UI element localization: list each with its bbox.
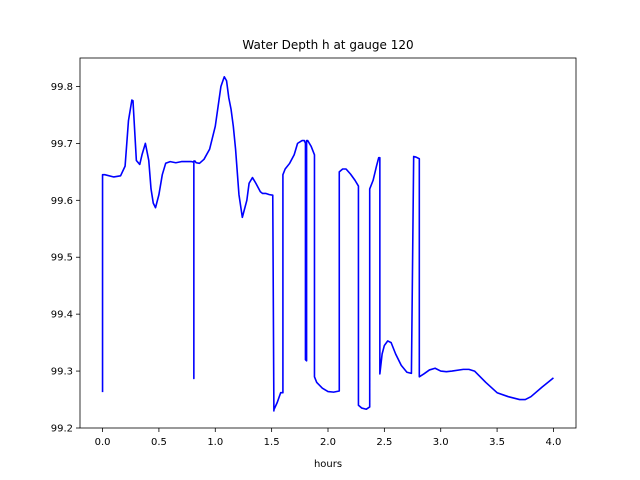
y-tick-label: 99.5: [51, 253, 73, 264]
x-tick-label: 3.0: [433, 437, 449, 448]
y-tick-label: 99.6: [51, 196, 73, 207]
plot-frame: [79, 57, 577, 429]
x-tick-label: 2.0: [320, 437, 336, 448]
x-tick-label: 0.0: [95, 437, 111, 448]
y-tick-label: 99.7: [51, 139, 73, 150]
y-axis-ticks: 99.2 99.3 99.4 99.5 99.6 99.7 99.8: [51, 82, 80, 435]
series-line: [101, 75, 554, 412]
x-tick-label: 1.5: [264, 437, 280, 448]
x-axis-ticks: 0.0 0.5 1.0 1.5 2.0 2.5 3.0 3.5 4.0: [95, 428, 562, 448]
x-tick-label: 0.5: [151, 437, 167, 448]
x-tick-label: 2.5: [376, 437, 392, 448]
x-tick-label: 3.5: [489, 437, 505, 448]
x-tick-label: 1.0: [207, 437, 223, 448]
y-tick-label: 99.8: [51, 82, 73, 93]
y-tick-label: 99.4: [51, 310, 73, 321]
chart-title: Water Depth h at gauge 120: [242, 38, 413, 52]
x-tick-label: 4.0: [546, 437, 562, 448]
y-tick-label: 99.3: [51, 367, 73, 378]
y-tick-label: 99.2: [51, 424, 73, 435]
x-axis-label: hours: [314, 459, 342, 470]
